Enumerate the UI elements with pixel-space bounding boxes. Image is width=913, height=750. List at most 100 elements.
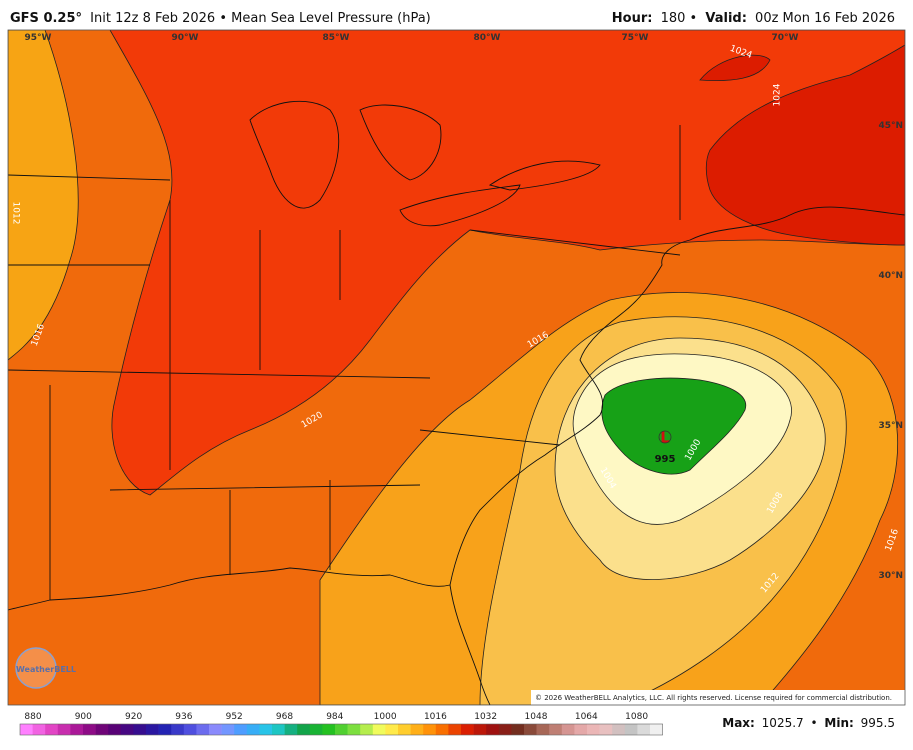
colorbar-label: 1000 (374, 712, 397, 722)
colorbar-frame (19, 723, 663, 736)
valid: 00z Mon 16 Feb 2026 (755, 11, 895, 26)
colorbar-label: 968 (276, 712, 293, 722)
colorbar-label: 1080 (625, 712, 648, 722)
region-1012 (8, 30, 79, 361)
colorbar-cell (587, 724, 600, 735)
colorbar-cell (45, 724, 59, 735)
colorbar-label: 1064 (575, 712, 598, 722)
colorbar-cell (574, 724, 588, 735)
colorbar-cell (624, 724, 638, 735)
colorbar-cell (637, 724, 651, 735)
boundaries (8, 100, 681, 600)
colorbar-cell (196, 724, 210, 735)
colorbar-cell (221, 724, 235, 735)
colorbar-label: 880 (24, 712, 41, 722)
colorbar-cell (473, 724, 487, 735)
colorbar-label: 1048 (525, 712, 548, 722)
longitude-label: 90°W (172, 33, 199, 43)
colorbar-cell (347, 724, 361, 735)
colorbar-cell (120, 724, 134, 735)
region-1020 (109, 30, 905, 496)
colorbar-cell (448, 724, 462, 735)
colorbar-cell (536, 724, 550, 735)
colorbar-cell (57, 724, 71, 735)
region-low (601, 377, 747, 475)
colorbar-cell (70, 724, 84, 735)
longitude-label: 75°W (622, 33, 649, 43)
longitude-label: 85°W (323, 33, 350, 43)
colorbar-cell (423, 724, 437, 735)
map: 1012101610201016100410001008101210161024… (8, 30, 905, 705)
longitude-label: 95°W (25, 33, 52, 43)
low-marker (658, 430, 672, 444)
contour-label: 1024 (773, 83, 783, 106)
colorbar-cell (486, 724, 500, 735)
colorbar-cell (612, 724, 626, 735)
low-value: 995 (655, 454, 676, 465)
copyright-box (531, 690, 905, 705)
region-1024 (699, 54, 771, 82)
header-right: Hour: 180 • Valid: 00z Mon 16 Feb 2026 (612, 11, 895, 26)
colorbar-cell (20, 724, 33, 735)
colorbar-cell (309, 724, 323, 735)
colorbar-cell (108, 724, 122, 735)
latitude-label: 30°N (878, 571, 903, 581)
colorbar-cell (561, 724, 575, 735)
colorbar-cell (461, 724, 474, 735)
logo: WeatherBELL (16, 665, 76, 674)
latitude-label: 35°N (878, 421, 903, 431)
colorbar-cell (410, 724, 424, 735)
colorbar-cell (246, 724, 260, 735)
colorbar-cell (435, 724, 449, 735)
colorbar-cell (171, 724, 185, 735)
colorbar-cell (183, 724, 197, 735)
colorbar-cell (284, 724, 298, 735)
colorbar-cell (133, 724, 147, 735)
latitude-label: 45°N (878, 121, 903, 131)
min-label: Min: (824, 716, 853, 730)
colorbar-cell (599, 724, 613, 735)
geo-labels: 95°W 90°W 85°W 80°W 75°W 70°W 45°N 40°N 35°N 30°N (25, 33, 903, 581)
colorbar-label: 984 (326, 712, 343, 722)
colorbar-cell (372, 724, 386, 735)
init: Init 12z 8 Feb 2026 • Mean Sea Level Pre… (90, 11, 431, 26)
logo-mark (15, 647, 57, 689)
colorbar-cell (524, 724, 537, 735)
colorbar-cell (95, 724, 109, 735)
colorbar-cell (234, 724, 248, 735)
model: GFS 0.25° (10, 11, 82, 26)
colorbar-cell (259, 724, 273, 735)
colorbar-cell (360, 724, 374, 735)
colorbar-cell (83, 724, 96, 735)
colorbar-label: 1016 (424, 712, 447, 722)
hour: 180 • (661, 11, 698, 26)
contour-label: 1012 (11, 202, 21, 225)
copyright: © 2026 WeatherBELL Analytics, LLC. All r… (535, 694, 892, 702)
colorbar-cell (511, 724, 525, 735)
max-label: Max: (722, 716, 755, 730)
colorbar-label: 952 (226, 712, 243, 722)
map-frame (7, 29, 906, 706)
colorbar-cell (398, 724, 411, 735)
colorbar-cell (272, 724, 285, 735)
colorbar-cell (335, 724, 348, 735)
low-symbol: L (660, 429, 670, 447)
colorbar-label: 920 (125, 712, 142, 722)
colorbar-cell (322, 724, 336, 735)
colorbar-cell (158, 724, 172, 735)
longitude-label: 80°W (474, 33, 501, 43)
colorbar-label: 936 (175, 712, 192, 722)
latitude-label: 40°N (878, 271, 903, 281)
hour-label: Hour: (612, 11, 653, 26)
colorbar-cell (297, 724, 311, 735)
colorbar-cell (385, 724, 399, 735)
region-1024 (705, 44, 905, 246)
header-left: GFS 0.25° Init 12z 8 Feb 2026 • Mean Sea… (10, 11, 431, 26)
footer: Max: 1025.7 • Min: 995.5 (722, 716, 895, 730)
colorbar-label: 1032 (474, 712, 497, 722)
valid-label: Valid: (705, 11, 747, 26)
longitude-label: 70°W (772, 33, 799, 43)
colorbar-cell (209, 724, 222, 735)
colorbar-cell (549, 724, 563, 735)
